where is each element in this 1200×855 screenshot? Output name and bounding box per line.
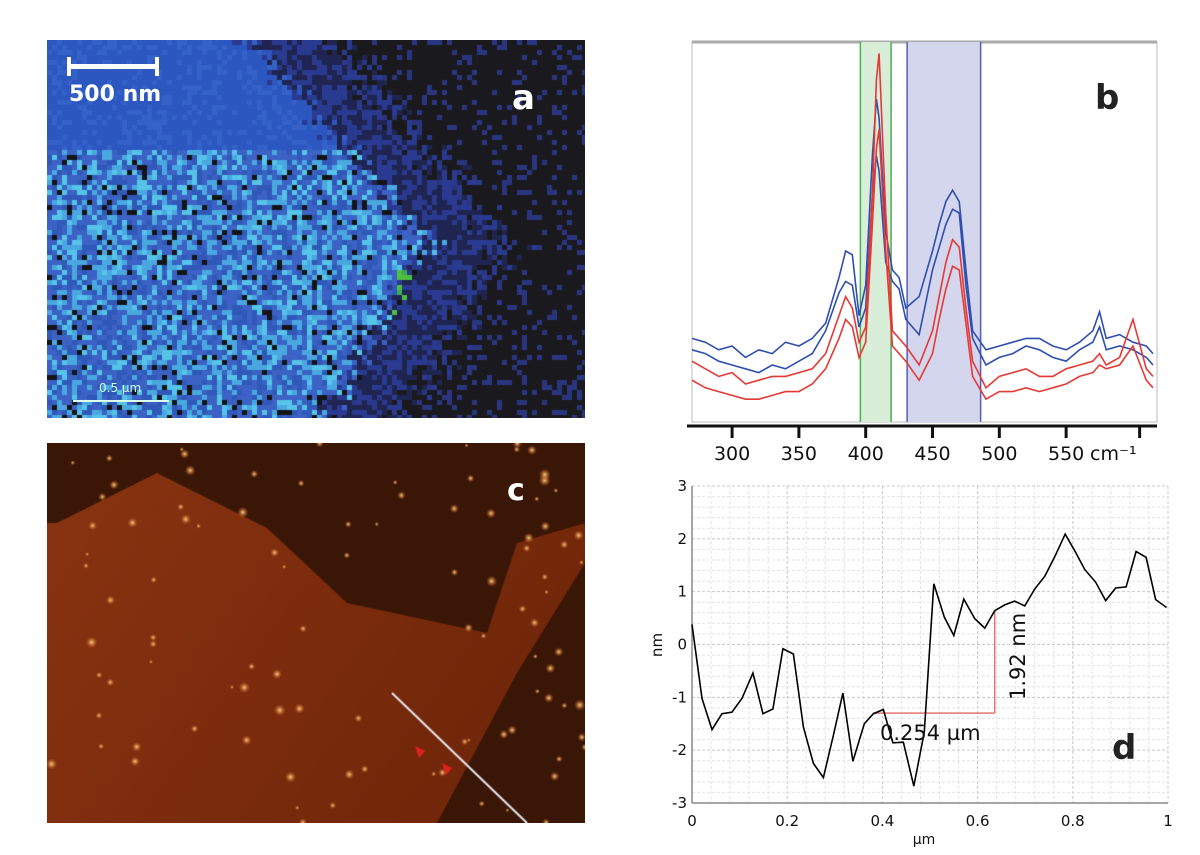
inset-scalebar: [73, 400, 169, 402]
x-tick-label: 0.6: [966, 812, 990, 830]
scalebar-cap-right: [155, 57, 159, 76]
scalebar-label: 500 nm: [69, 82, 162, 107]
x-tick-label: 500: [981, 443, 1017, 465]
y-tick-label: -2: [672, 741, 687, 759]
x-tick-label: 0.2: [775, 812, 799, 830]
x-tick-label: 0.4: [870, 812, 894, 830]
y-tick-label: -1: [672, 688, 687, 706]
y-tick-label: 0: [677, 636, 687, 654]
x-tick-label: 400: [848, 443, 884, 465]
x-tick-label: 300: [714, 443, 750, 465]
x-tick-label: 0: [687, 812, 697, 830]
vertical-measure-label: 1.92 nm: [1006, 613, 1030, 700]
x-tick-label: 0.8: [1061, 812, 1085, 830]
afm-image: [47, 443, 585, 823]
x-axis-label: cm⁻¹: [1090, 443, 1137, 465]
height-profile-line: [691, 532, 1168, 787]
spectrum-line-2: [691, 53, 1154, 390]
x-tick-label: 350: [781, 443, 817, 465]
panel-c-afm-image: c: [47, 443, 585, 823]
x-tick-label: 1: [1163, 812, 1173, 830]
x-tick-label: 450: [914, 443, 950, 465]
panel-label-c: c: [507, 473, 525, 508]
x-tick-label: 550: [1048, 443, 1084, 465]
scalebar-cap-left: [67, 57, 71, 76]
spectrum-line-0: [691, 98, 1154, 359]
y-tick-label: 1: [677, 583, 687, 601]
y-tick-label: 3: [677, 477, 687, 495]
horizontal-measure-label: 0.254 µm: [880, 721, 981, 745]
panel-label-b: b: [1095, 78, 1120, 118]
y-tick-label: 2: [677, 530, 687, 548]
raman-map-image: [47, 40, 585, 418]
panel-a-raman-map: 500 nm a 0.5 µm: [47, 40, 585, 418]
x-axis-label: µm: [913, 832, 936, 848]
spectrum-line-1: [691, 155, 1154, 374]
scalebar: [67, 64, 159, 69]
inset-scalebar-label: 0.5 µm: [99, 381, 142, 395]
panel-label-d: d: [1112, 728, 1137, 768]
panel-label-a: a: [512, 78, 535, 118]
spectrum-line-3: [691, 129, 1154, 401]
y-axis-label: nm: [648, 633, 666, 657]
chart-b-raman-spectra: 300 350 400 450 500 550 cm⁻¹: [687, 40, 1158, 465]
y-tick-label: -3: [672, 794, 687, 812]
